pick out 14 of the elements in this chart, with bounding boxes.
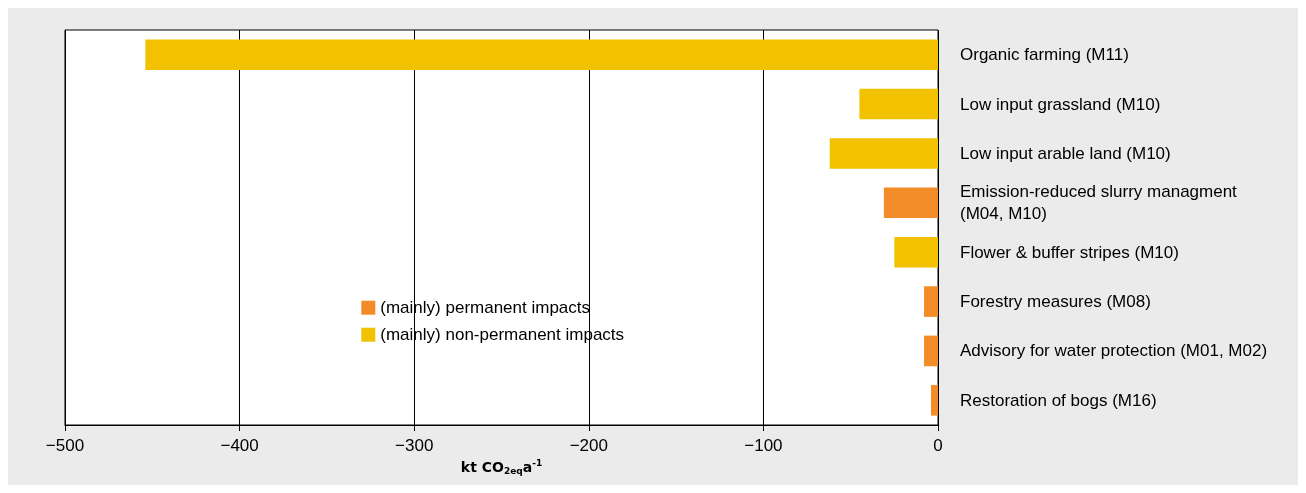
x-tick-label: −200 xyxy=(569,436,608,455)
y-tick-label: Organic farming (M11) xyxy=(960,45,1129,65)
x-tick-label: −400 xyxy=(220,436,259,455)
x-tick-label: −100 xyxy=(744,436,783,455)
x-tick-label: −500 xyxy=(45,436,85,455)
y-tick-label: Low input arable land (M10) xyxy=(960,143,1171,163)
y-tick-label: Restoration of bogs (M16) xyxy=(960,390,1157,410)
y-tick-label: Emission-reduced slurry managment (M04, M10) xyxy=(960,182,1242,224)
y-tick-label: Low input grassland (M10) xyxy=(960,94,1161,114)
y-tick-label: Flower & buffer stripes (M10) xyxy=(960,242,1179,262)
x-tick-label: −300 xyxy=(395,436,434,455)
y-tick-label: Forestry measures (M08) xyxy=(960,292,1151,312)
y-tick-label: Advisory for water protection (M01, M02) xyxy=(960,341,1268,361)
x-tick-label: 0 xyxy=(933,436,943,455)
